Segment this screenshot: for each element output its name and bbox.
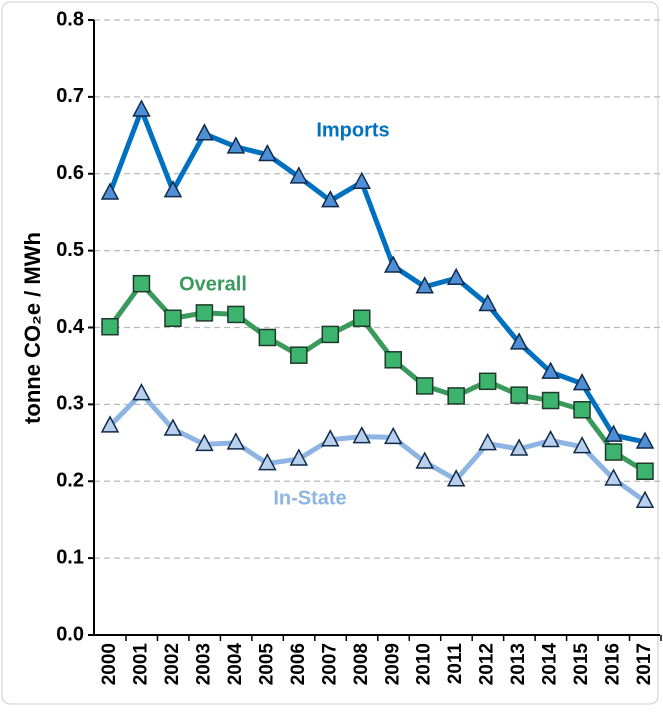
marker: [572, 436, 592, 454]
y-tick-label: 0.3: [56, 393, 84, 415]
marker: [195, 304, 214, 322]
y-tick-label: 0.4: [56, 316, 85, 338]
marker: [635, 490, 655, 508]
marker: [163, 180, 183, 198]
marker: [227, 305, 245, 324]
marker: [510, 386, 528, 404]
marker: [289, 166, 309, 184]
marker: [635, 431, 655, 449]
marker: [446, 267, 466, 286]
x-tick-label: 2014: [540, 643, 561, 686]
marker: [446, 469, 466, 487]
marker: [258, 452, 277, 471]
marker: [478, 372, 497, 391]
y-tick-label: 0.5: [56, 239, 84, 261]
marker: [604, 424, 623, 442]
marker: [132, 99, 151, 117]
marker: [604, 468, 623, 486]
marker: [383, 426, 403, 445]
y-tick-label: 0.2: [56, 470, 84, 492]
marker: [226, 136, 246, 154]
x-tick-label: 2007: [319, 643, 340, 685]
marker: [478, 432, 497, 451]
marker: [383, 255, 403, 273]
marker: [384, 351, 402, 369]
marker: [572, 373, 592, 391]
marker: [258, 328, 277, 347]
marker: [604, 443, 623, 461]
marker: [447, 387, 465, 405]
x-tick-label: 2015: [571, 643, 592, 686]
x-tick-label: 2002: [162, 643, 183, 685]
marker: [415, 377, 434, 395]
x-tick-label: 2012: [477, 643, 498, 685]
marker: [352, 426, 372, 444]
marker: [290, 346, 308, 364]
marker: [509, 332, 529, 350]
x-tick-label: 2000: [99, 643, 120, 685]
y-tick-label: 0.0: [56, 623, 84, 645]
y-tick-label: 0.1: [56, 546, 84, 568]
marker: [352, 171, 372, 189]
y-axis-label: tonne CO₂e / MWh: [20, 232, 45, 424]
marker: [195, 123, 214, 141]
x-tick-label: 2005: [256, 643, 277, 686]
x-tick-label: 2011: [445, 643, 466, 685]
x-tick-label: 2013: [508, 643, 529, 685]
marker: [636, 462, 654, 481]
x-tick-label: 2006: [288, 643, 309, 685]
marker: [132, 274, 151, 293]
marker: [321, 429, 340, 447]
marker: [573, 401, 591, 419]
series-label: In-State: [273, 487, 346, 509]
marker: [321, 325, 340, 344]
marker: [478, 293, 497, 312]
x-tick-label: 2001: [130, 643, 151, 686]
x-tick-label: 2016: [603, 643, 624, 685]
series-label: Imports: [316, 119, 389, 141]
marker: [100, 182, 120, 200]
marker: [164, 309, 182, 328]
series-label: Overall: [179, 273, 247, 295]
x-tick-label: 2004: [225, 643, 246, 686]
marker: [415, 276, 434, 294]
marker: [321, 190, 340, 208]
marker: [415, 451, 434, 469]
marker: [541, 391, 560, 410]
marker: [195, 433, 214, 452]
x-tick-label: 2010: [414, 643, 435, 685]
marker: [101, 317, 119, 336]
y-tick-label: 0.8: [56, 8, 84, 30]
marker: [353, 309, 371, 328]
marker: [258, 143, 277, 162]
marker: [541, 429, 560, 448]
x-tick-label: 2017: [634, 643, 655, 685]
marker: [289, 448, 309, 466]
marker: [132, 383, 151, 401]
y-tick-label: 0.6: [56, 162, 84, 184]
chart-frame: [1, 1, 659, 705]
marker: [163, 418, 183, 436]
x-tick-label: 2003: [193, 643, 214, 685]
marker: [541, 361, 560, 379]
marker: [100, 415, 120, 433]
x-tick-label: 2008: [351, 643, 372, 685]
marker: [509, 438, 529, 456]
y-tick-label: 0.7: [56, 85, 84, 107]
x-tick-label: 2009: [382, 643, 403, 685]
marker: [226, 432, 246, 450]
